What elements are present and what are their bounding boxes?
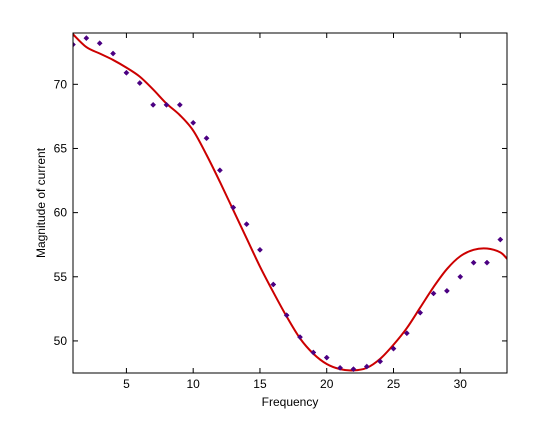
x-tick-label: 25 <box>387 377 401 391</box>
data-point <box>310 349 317 356</box>
data-point <box>430 290 437 297</box>
data-point <box>243 221 250 228</box>
y-tick-label: 60 <box>54 206 68 220</box>
fit-curve-line <box>73 33 507 372</box>
data-point <box>457 273 464 280</box>
data-point <box>203 135 210 142</box>
data-point <box>497 236 504 243</box>
x-axis-label: Frequency <box>262 395 319 409</box>
x-tick-label: 30 <box>454 377 468 391</box>
data-point <box>323 354 330 361</box>
data-point <box>283 312 290 319</box>
x-tick-label: 5 <box>123 377 130 391</box>
data-point <box>403 330 410 337</box>
data-point <box>216 167 223 174</box>
plot-area <box>73 33 507 373</box>
data-point <box>390 345 397 352</box>
y-tick-label: 55 <box>54 270 68 284</box>
data-point <box>96 40 103 47</box>
y-tick-label: 50 <box>54 334 68 348</box>
y-tick-label: 70 <box>54 77 68 91</box>
data-point <box>73 41 76 48</box>
data-point <box>110 50 117 57</box>
ticks-layer: 5 10 15 20 25 30 50 55 60 65 70 <box>54 33 507 391</box>
data-point <box>363 363 370 370</box>
data-point <box>257 246 263 253</box>
data-point <box>443 287 450 294</box>
data-point <box>230 204 237 211</box>
data-point <box>337 364 344 371</box>
data-point <box>297 334 303 341</box>
x-tick-label: 15 <box>253 377 267 391</box>
y-axis-label: Magnitude of current <box>34 147 48 258</box>
data-point <box>350 366 357 373</box>
series-layer <box>73 33 507 373</box>
data-point <box>470 259 477 266</box>
data-point <box>377 358 384 365</box>
y-tick-label: 65 <box>54 141 68 155</box>
data-point <box>123 69 130 76</box>
x-tick-label: 10 <box>187 377 201 391</box>
data-point <box>136 80 143 86</box>
data-point <box>190 119 197 126</box>
data-point <box>163 101 170 108</box>
data-point <box>176 101 183 108</box>
data-point <box>150 101 157 108</box>
data-point <box>417 309 424 316</box>
plot-frame <box>72 32 508 374</box>
data-point <box>484 259 490 266</box>
data-point <box>270 281 277 288</box>
x-tick-label: 20 <box>320 377 334 391</box>
data-point <box>83 35 90 42</box>
